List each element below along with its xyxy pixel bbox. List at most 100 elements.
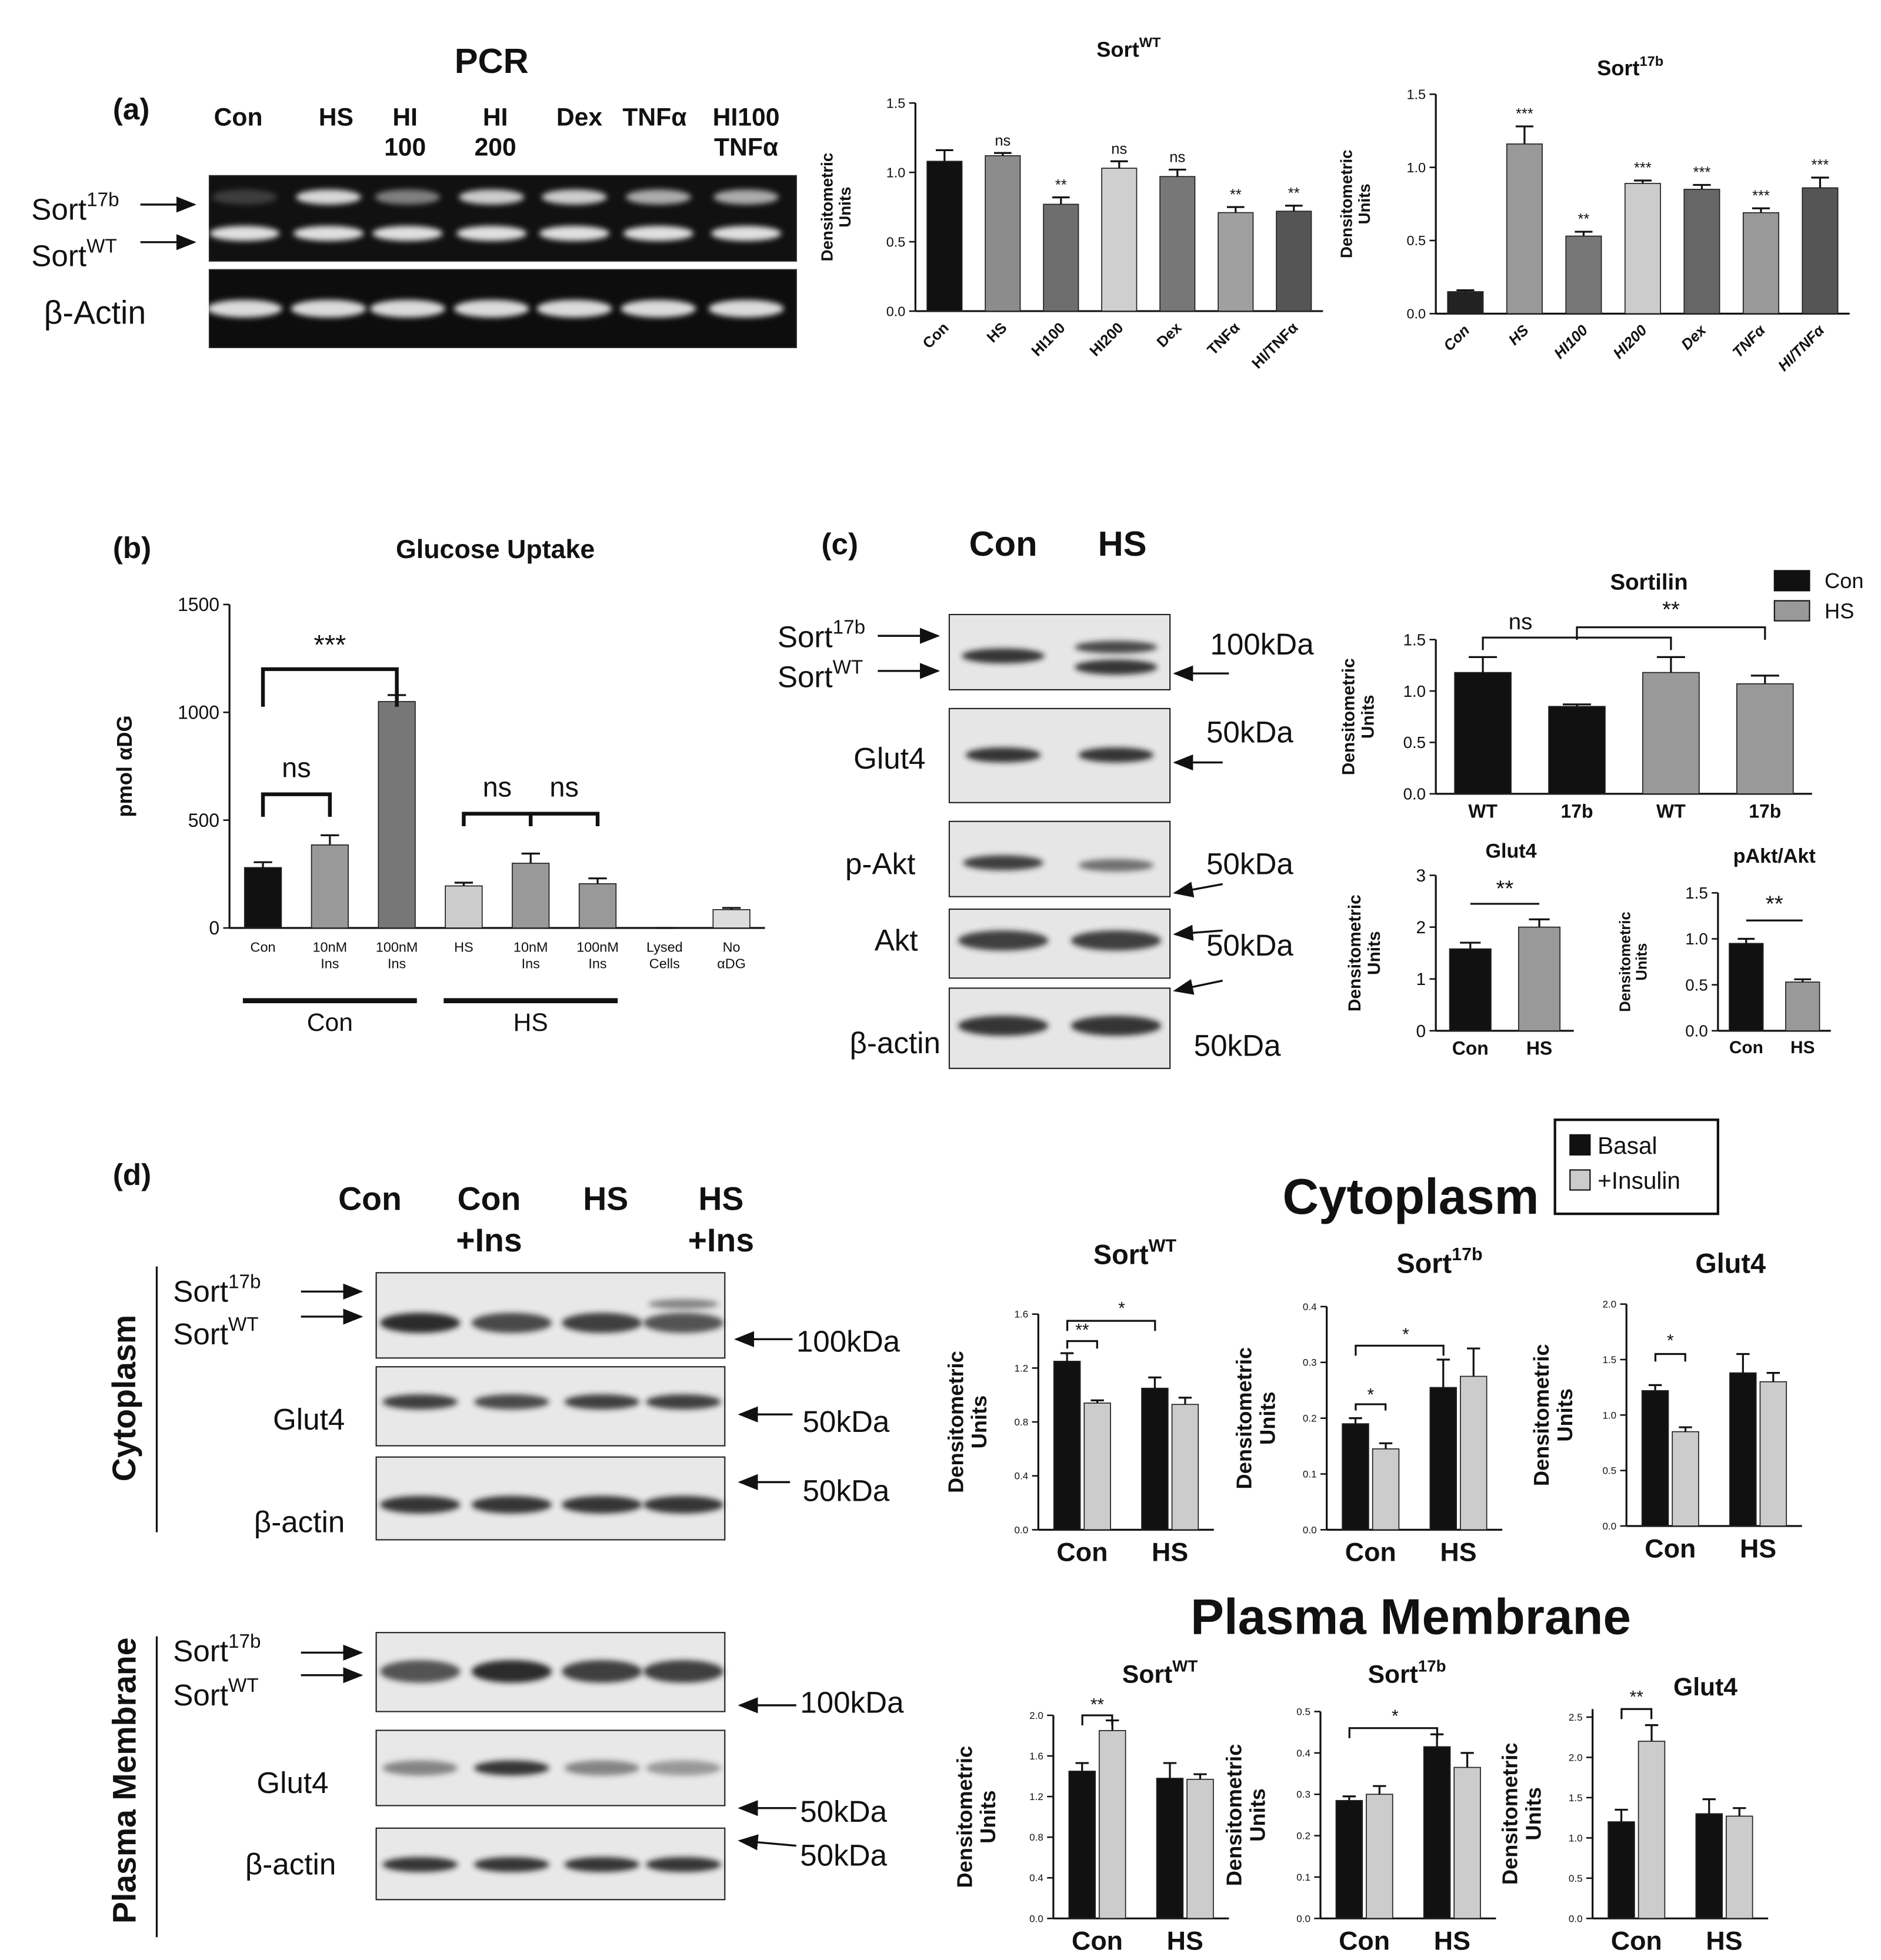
y-tick-label: 1500 — [178, 594, 219, 615]
y-axis-label: Units — [1256, 1391, 1280, 1445]
y-tick-label: 1.5 — [886, 95, 906, 111]
bar — [445, 885, 483, 929]
group-label: HS — [513, 1009, 548, 1037]
x-tick-label: HS — [1152, 1538, 1188, 1567]
x-tick-label: Dex — [1678, 321, 1710, 353]
x-tick-label: Con — [1452, 1037, 1489, 1059]
y-tick-label: 2.5 — [1569, 1712, 1583, 1723]
y-axis-label: pmol αDG — [112, 715, 136, 817]
blot-band — [293, 226, 364, 241]
y-tick-label: 0.4 — [1029, 1872, 1043, 1884]
x-tick-label: WT — [1468, 800, 1498, 822]
bar — [512, 863, 550, 929]
y-axis-label: Units — [1634, 943, 1650, 981]
chart-title: Sort17b — [1597, 54, 1663, 80]
blot-band — [1070, 1016, 1162, 1036]
error-bar — [1436, 1358, 1450, 1388]
blot-band — [379, 1495, 461, 1514]
significance-label: ns — [483, 772, 512, 802]
x-tick-label: No — [723, 940, 741, 955]
y-tick-label: 0.0 — [1015, 1524, 1029, 1535]
lane-label: HI — [392, 103, 418, 132]
bar — [1159, 176, 1196, 312]
y-tick-label: 0.0 — [1303, 1524, 1317, 1535]
bar — [1186, 1778, 1214, 1919]
error-bar — [1168, 168, 1186, 177]
bar — [1372, 1448, 1400, 1531]
y-tick-label: 1.6 — [1029, 1751, 1043, 1762]
blot-band — [382, 1857, 458, 1872]
blot-band — [471, 1495, 552, 1514]
x-tick-label: HS — [1740, 1534, 1776, 1563]
bar — [1449, 948, 1492, 1031]
blot-band — [564, 1760, 640, 1776]
band-label-sup: WT — [86, 235, 117, 257]
significance-label: * — [1392, 1707, 1399, 1726]
band-label-sup: 17b — [833, 616, 865, 638]
chart-title: Glucose Uptake — [396, 535, 595, 564]
y-tick-label: 0.5 — [1602, 1465, 1616, 1477]
band-label: Sort17b — [31, 189, 119, 226]
error-bar — [521, 852, 540, 864]
x-tick-label: HS — [454, 940, 473, 955]
blot-band — [379, 1313, 461, 1333]
lane-label: HS — [583, 1181, 628, 1217]
error-bar — [1342, 1795, 1356, 1801]
bar-label: *** — [1752, 188, 1770, 204]
bar — [1141, 1387, 1169, 1531]
y-axis-label: Densitometric — [1345, 894, 1365, 1011]
bracket — [1355, 1403, 1387, 1411]
error-bar — [936, 149, 953, 162]
blot-band — [711, 226, 782, 241]
blot-band — [643, 1660, 724, 1683]
bar — [1447, 291, 1484, 315]
bar — [1083, 1403, 1111, 1531]
y-tick-label: 0.0 — [886, 303, 906, 319]
blot-band — [708, 299, 784, 318]
band-label: SortWT — [31, 235, 117, 272]
x-tick-label: HS — [984, 319, 1010, 346]
kda-label: 50kDa — [802, 1405, 889, 1438]
bracket — [1066, 1340, 1098, 1349]
significance-label: ** — [1662, 597, 1680, 622]
panel-label: (c) — [821, 527, 858, 561]
error-bar — [1075, 1762, 1089, 1771]
y-tick-label: 1.0 — [1685, 930, 1708, 948]
x-tick-label: 10nM — [313, 940, 348, 955]
x-tick-label: TNFα — [1730, 322, 1769, 361]
significance-label: * — [1367, 1385, 1374, 1404]
x-tick-label: Con — [1072, 1926, 1123, 1956]
x-tick-label: HI/TNFα — [1249, 319, 1301, 372]
blot-band — [648, 1299, 719, 1310]
blot-band — [645, 1394, 721, 1410]
y-tick-label: 2 — [1416, 918, 1426, 937]
chart-title-text: pAkt/Akt — [1733, 845, 1816, 867]
chart-title-sup: WT — [1149, 1236, 1177, 1256]
error-bar — [1648, 1384, 1662, 1391]
y-axis-label: Units — [1246, 1788, 1270, 1842]
band-label: Glut4 — [273, 1403, 345, 1436]
bar — [1043, 203, 1079, 312]
chart-title-text: Glut4 — [1673, 1673, 1737, 1701]
lane-label: +Ins — [688, 1222, 754, 1258]
band-label-text: Glut4 — [256, 1766, 328, 1799]
error-bar — [1736, 1353, 1750, 1373]
kda-label: 50kDa — [1206, 715, 1293, 749]
bar — [1342, 1423, 1369, 1531]
error-bar — [1460, 1752, 1474, 1768]
y-tick-label: 0.4 — [1296, 1748, 1310, 1759]
y-tick-label: 1.0 — [1403, 682, 1426, 700]
x-tick-label: Ins — [588, 956, 606, 971]
blot-band — [643, 1495, 724, 1514]
bar — [985, 155, 1021, 312]
y-tick-label: 3 — [1416, 866, 1426, 886]
bar-label: *** — [1634, 160, 1652, 176]
significance-label: ** — [1496, 876, 1513, 901]
y-tick-label: 1.2 — [1029, 1791, 1043, 1802]
x-tick-label: Con — [920, 319, 952, 352]
bar-label: *** — [1693, 165, 1710, 181]
y-tick-label: 0 — [209, 917, 219, 939]
error-bar — [588, 877, 607, 884]
significance-label: ** — [1090, 1695, 1105, 1714]
blot-band — [963, 855, 1043, 870]
